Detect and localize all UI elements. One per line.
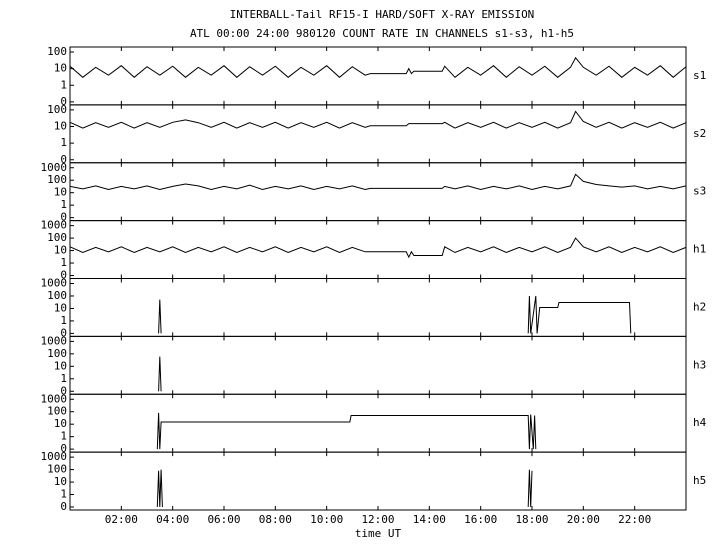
y-tick-label: 1000	[41, 450, 68, 463]
y-tick-label: 1000	[41, 334, 68, 347]
y-tick-label: 1	[60, 372, 67, 385]
line	[156, 469, 533, 508]
y-tick-label: 100	[47, 45, 67, 58]
y-tick-label: 10	[54, 417, 67, 430]
y-tick-label: 100	[47, 463, 67, 476]
y-tick-label: 0	[60, 326, 67, 339]
panel-frame	[69, 393, 687, 453]
y-tick-label: 1000	[41, 161, 68, 174]
x-tick-label: 14:00	[413, 513, 446, 526]
x-tick-label: 20:00	[567, 513, 600, 526]
line	[69, 173, 687, 191]
x-tick-label: 06:00	[207, 513, 240, 526]
line	[69, 56, 687, 78]
y-tick-label: 1	[60, 488, 67, 501]
y-tick-label: 100	[47, 289, 67, 302]
x-tick-label: 10:00	[310, 513, 343, 526]
line	[69, 110, 687, 129]
y-tick-label: 0	[60, 95, 67, 108]
line	[156, 412, 537, 450]
y-tick-label: 0	[60, 153, 67, 166]
y-tick-label: 10	[54, 186, 67, 199]
x-tick-label: 02:00	[105, 513, 138, 526]
legend-label: h3	[693, 358, 706, 371]
y-tick-label: 0	[60, 442, 67, 455]
x-tick-label: 22:00	[618, 513, 651, 526]
y-tick-label: 10	[54, 475, 67, 488]
y-tick-label: 10	[54, 120, 67, 133]
x-tick-label: 04:00	[156, 513, 189, 526]
panel-frame	[69, 220, 687, 279]
x-axis-label: time UT	[355, 527, 402, 540]
legend-label: s2	[693, 127, 706, 140]
x-tick-label: 12:00	[361, 513, 394, 526]
panel-frame	[69, 335, 687, 395]
y-tick-label: 1	[60, 78, 67, 91]
panel-frame	[69, 162, 687, 222]
y-tick-label: 100	[47, 405, 67, 418]
y-tick-label: 10	[54, 244, 67, 257]
panel-frame	[69, 46, 687, 106]
panel-frame	[69, 104, 687, 164]
line	[158, 356, 162, 392]
y-tick-label: 100	[47, 347, 67, 360]
y-tick-label: 10	[54, 62, 67, 75]
y-tick-label: 0	[60, 384, 67, 397]
y-tick-label: 1	[60, 136, 67, 149]
panel-frame	[69, 278, 687, 337]
legend-label: h1	[693, 243, 706, 256]
y-tick-label: 1000	[41, 277, 68, 290]
y-tick-label: 1000	[41, 392, 68, 405]
y-tick-label: 1	[60, 430, 67, 443]
chart-title: INTERBALL-Tail RF15-I HARD/SOFT X-RAY EM…	[230, 8, 535, 21]
legend-label: h2	[693, 300, 706, 313]
line	[158, 295, 632, 334]
legend-label: s1	[693, 69, 706, 82]
y-tick-label: 10	[54, 359, 67, 372]
x-tick-label: 16:00	[464, 513, 497, 526]
y-tick-label: 10	[54, 301, 67, 314]
x-tick-label: 08:00	[259, 513, 292, 526]
legend-label: h4	[693, 416, 707, 429]
y-tick-label: 1	[60, 198, 67, 211]
y-tick-label: 100	[47, 103, 67, 116]
legend-label: s3	[693, 185, 706, 198]
y-tick-label: 1	[60, 314, 67, 327]
y-tick-label: 1000	[41, 219, 68, 232]
y-tick-label: 0	[60, 269, 67, 282]
y-tick-label: 100	[47, 231, 67, 244]
legend-label: h5	[693, 474, 706, 487]
y-tick-label: 0	[60, 500, 67, 513]
x-tick-label: 18:00	[515, 513, 548, 526]
y-tick-label: 1	[60, 256, 67, 269]
y-tick-label: 100	[47, 173, 67, 186]
y-tick-label: 0	[60, 211, 67, 224]
chart-subtitle: ATL 00:00 24:00 980120 COUNT RATE IN CHA…	[190, 27, 574, 40]
line	[69, 237, 687, 259]
